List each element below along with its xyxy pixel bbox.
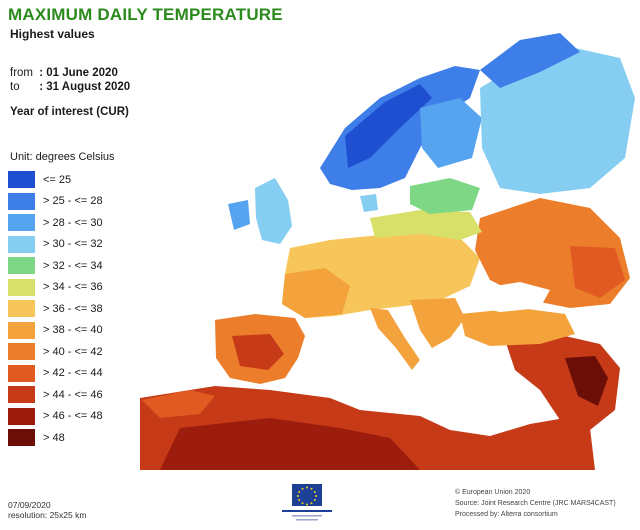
legend-item: > 28 - <= 30 [8, 212, 103, 234]
france-region [282, 268, 350, 318]
legend-item: > 48 [8, 427, 103, 449]
from-date: : 01 June 2020 [39, 67, 118, 79]
finland-region [420, 98, 482, 168]
legend-swatch [8, 235, 35, 253]
legend-item: <= 25 [8, 169, 103, 191]
legend: <= 25 > 25 - <= 28 > 28 - <= 30 > 30 - <= 3… [8, 169, 103, 449]
legend-label: > 48 [43, 431, 65, 444]
legend-label: <= 25 [43, 173, 72, 186]
european-commission-logo [282, 484, 332, 521]
year-of-interest: Year of interest (CUR) [10, 106, 129, 118]
levant-hot-core [565, 356, 608, 406]
legend-swatch [8, 214, 35, 232]
from-label: from [10, 67, 33, 79]
legend-label: > 34 - <= 36 [43, 281, 103, 294]
footer-left: 07/09/2020 resolution: 25x25 km [8, 500, 86, 520]
legend-item: > 30 - <= 32 [8, 234, 103, 256]
legend-swatch [8, 257, 35, 275]
great-britain [255, 178, 292, 244]
legend-swatch [8, 429, 35, 447]
legend-label: > 30 - <= 32 [43, 238, 103, 251]
turkey-region [460, 308, 575, 346]
legend-label: > 42 - <= 44 [43, 367, 103, 380]
legend-label: > 38 - <= 40 [43, 324, 103, 337]
copyright-text: © European Union 2020 [455, 489, 531, 496]
north-russia-region [480, 48, 635, 194]
legend-swatch [8, 343, 35, 361]
ireland [228, 200, 250, 230]
legend-swatch [8, 321, 35, 339]
denmark [360, 194, 378, 212]
to-label: to [10, 81, 20, 93]
legend-item: > 34 - <= 36 [8, 277, 103, 299]
map-subtitle: Highest values [10, 27, 95, 41]
legend-swatch [8, 192, 35, 210]
europe-temperature-map [140, 33, 635, 470]
legend-item: > 40 - <= 42 [8, 341, 103, 363]
poland-belarus-region [370, 210, 482, 240]
balkans-region [410, 298, 465, 348]
legend-label: > 36 - <= 38 [43, 302, 103, 315]
legend-item: > 36 - <= 38 [8, 298, 103, 320]
period-block: from : 01 June 2020 to : 31 August 2020 [10, 66, 130, 94]
legend-swatch [8, 300, 35, 318]
footer-right: © European Union 2020 Source: Joint Rese… [455, 487, 616, 520]
legend-swatch [8, 407, 35, 425]
legend-item: > 38 - <= 40 [8, 320, 103, 342]
legend-item: > 32 - <= 34 [8, 255, 103, 277]
to-date: : 31 August 2020 [39, 81, 131, 93]
norway-cold-core [345, 84, 432, 168]
source-text: Source: Joint Research Centre (JRC MARS4… [455, 500, 616, 507]
iberia-hot-core [232, 334, 284, 370]
issue-date: 07/09/2020 [8, 500, 51, 510]
italy-region [370, 308, 420, 370]
legend-item: > 42 - <= 44 [8, 363, 103, 385]
legend-swatch [8, 364, 35, 382]
legend-swatch [8, 171, 35, 189]
processed-text: Processed by: Alterra consortium [455, 511, 558, 518]
legend-label: > 40 - <= 42 [43, 345, 103, 358]
kola-cold-core [480, 33, 580, 88]
legend-item: > 44 - <= 46 [8, 384, 103, 406]
sahara-hot-core [160, 418, 420, 470]
black-sea [470, 282, 550, 312]
caspian-hot-core [570, 246, 625, 298]
legend-item: > 25 - <= 28 [8, 191, 103, 213]
legend-swatch [8, 278, 35, 296]
legend-label: > 32 - <= 34 [43, 259, 103, 272]
legend-unit: Unit: degrees Celsius [10, 151, 115, 163]
resolution-text: resolution: 25x25 km [8, 510, 87, 520]
baltic-region [410, 178, 480, 214]
legend-label: > 46 - <= 48 [43, 410, 103, 423]
legend-label: > 28 - <= 30 [43, 216, 103, 229]
legend-label: > 44 - <= 46 [43, 388, 103, 401]
morocco-coast [142, 390, 215, 418]
map-title: MAXIMUM DAILY TEMPERATURE [8, 5, 283, 24]
legend-item: > 46 - <= 48 [8, 406, 103, 428]
legend-label: > 25 - <= 28 [43, 195, 103, 208]
legend-swatch [8, 386, 35, 404]
